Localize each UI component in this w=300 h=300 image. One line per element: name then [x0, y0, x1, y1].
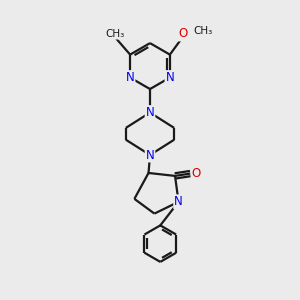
Text: CH₃: CH₃ [106, 29, 125, 39]
Text: CH₃: CH₃ [194, 26, 213, 36]
Text: N: N [146, 106, 154, 119]
Text: N: N [146, 148, 154, 161]
Text: N: N [166, 71, 174, 84]
Text: O: O [178, 28, 187, 40]
Text: O: O [192, 167, 201, 180]
Text: N: N [174, 195, 183, 208]
Text: N: N [126, 71, 134, 84]
